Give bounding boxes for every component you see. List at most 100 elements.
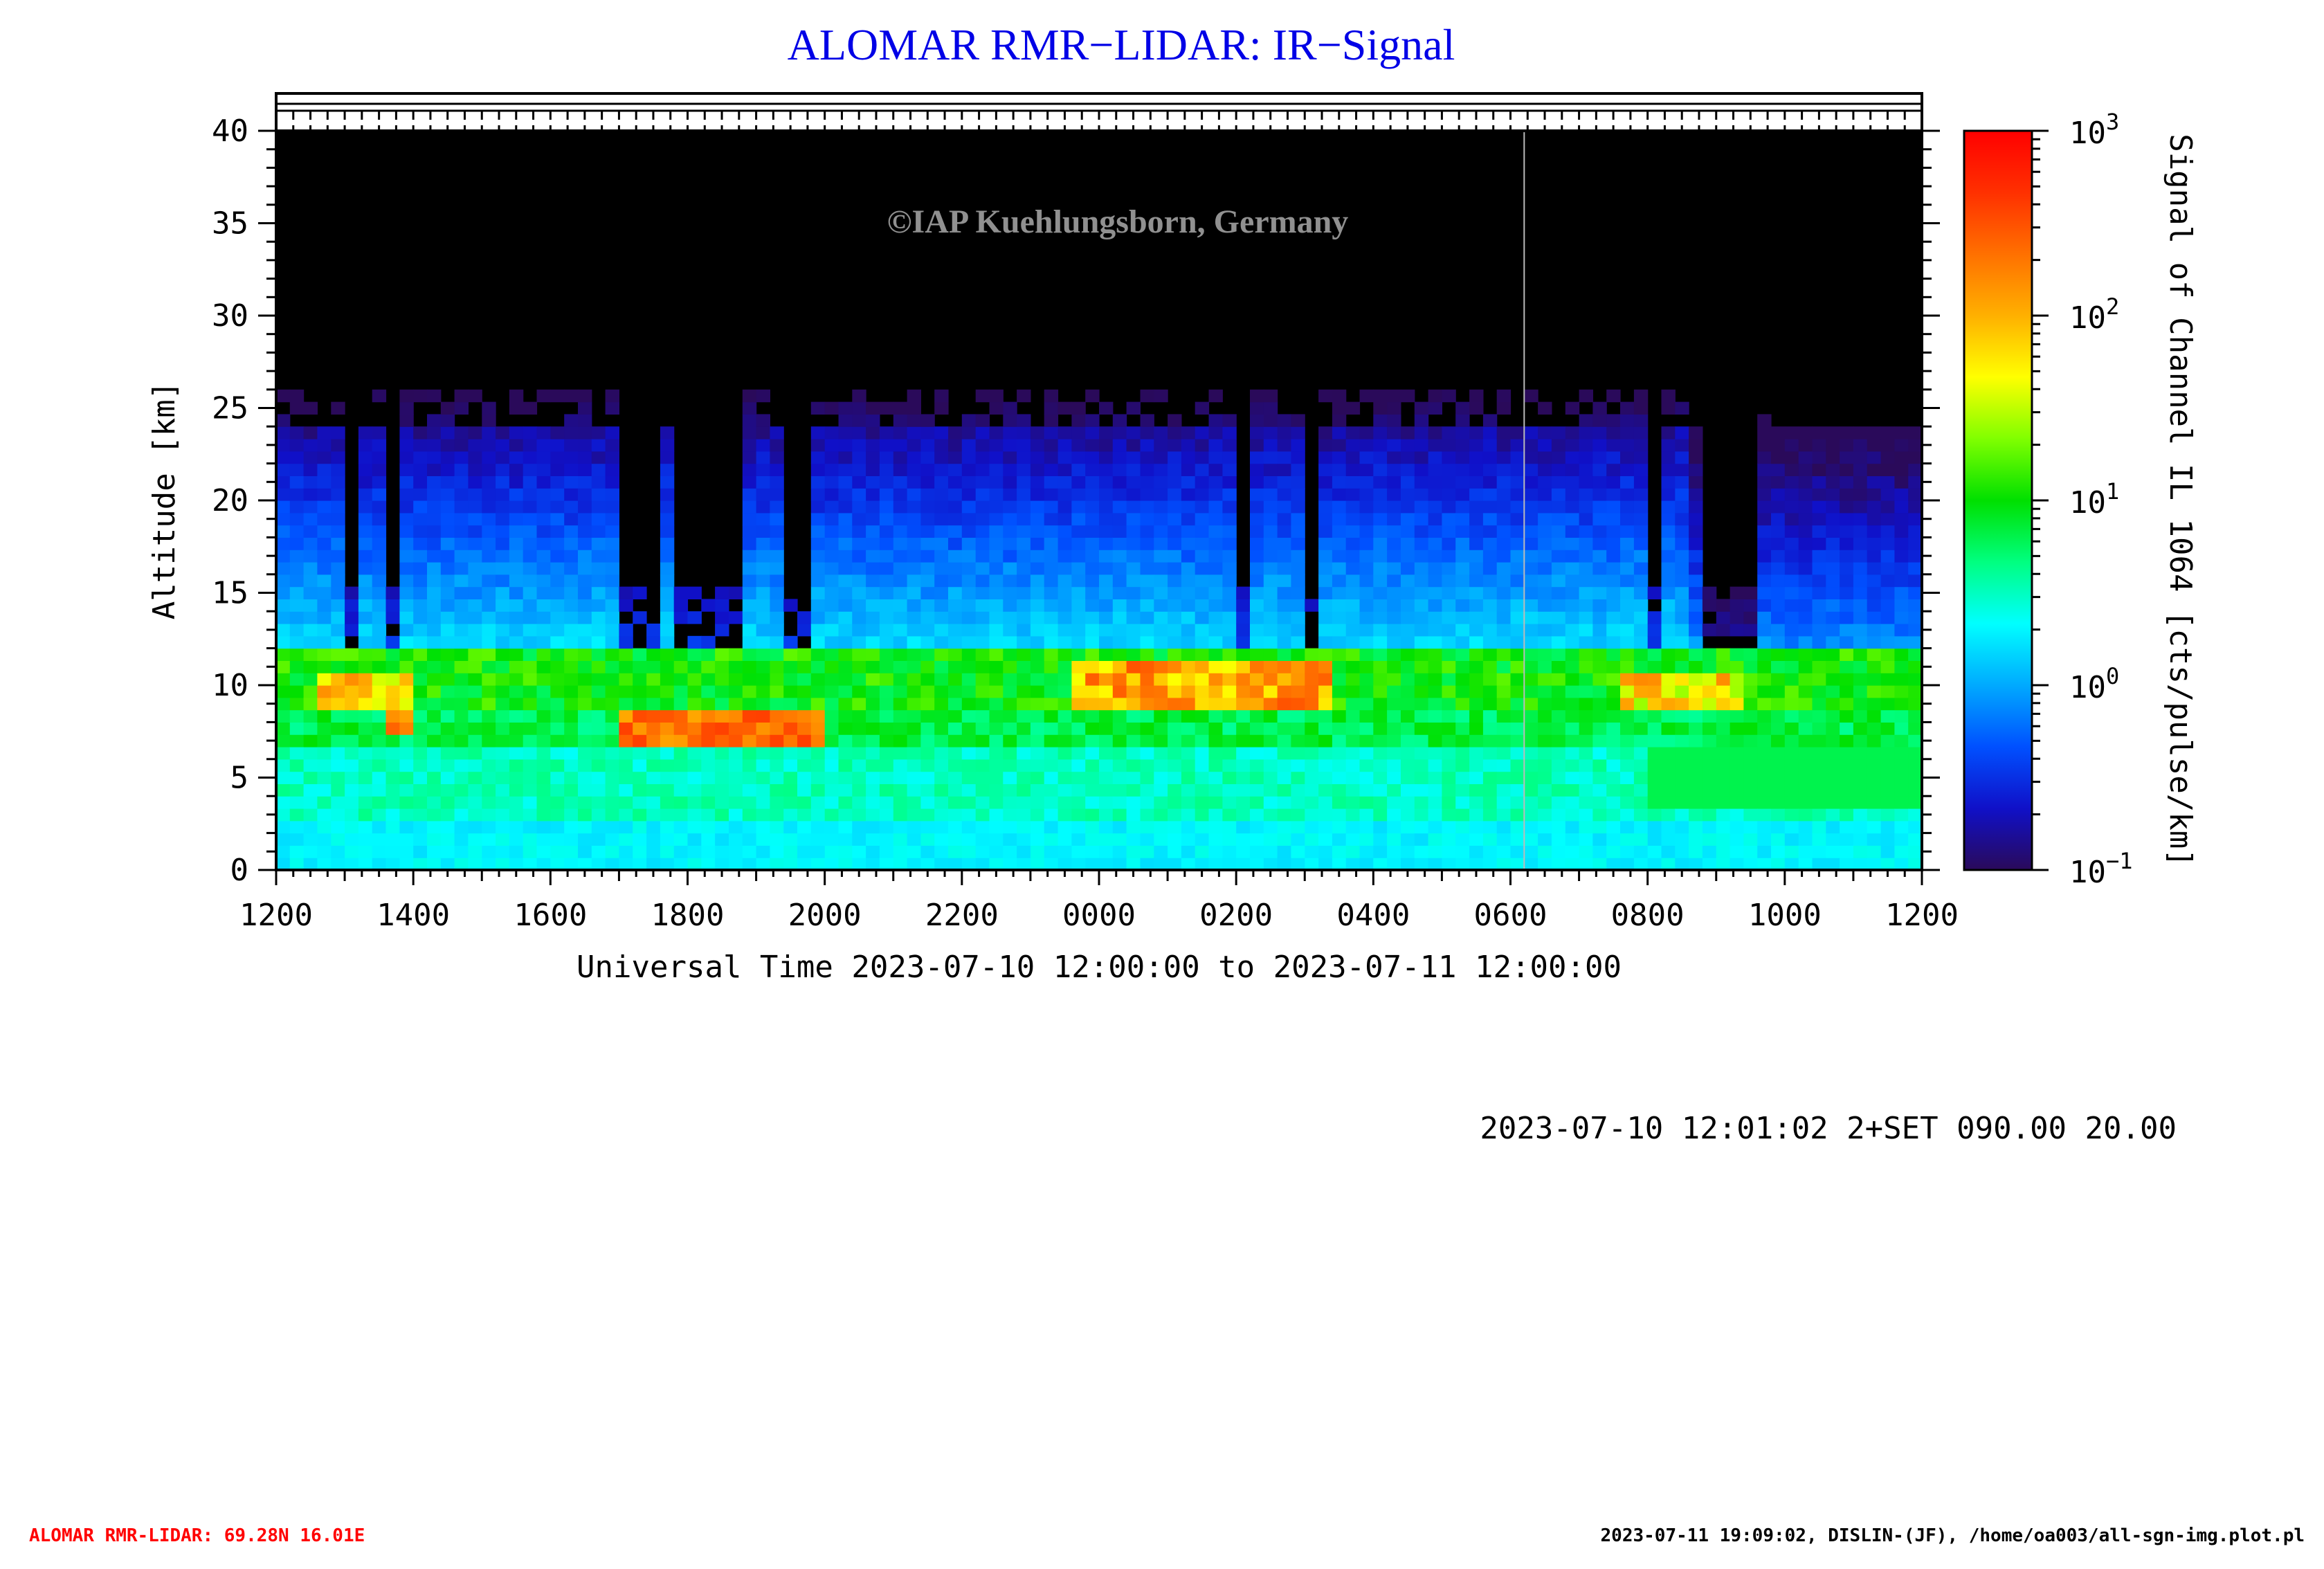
heatmap-cell: [1044, 660, 1059, 673]
heatmap-cell: [673, 709, 689, 723]
x-tick-label: 2200: [925, 898, 999, 933]
heatmap-cell: [1689, 500, 1703, 514]
heatmap-cell: [1812, 599, 1826, 612]
heatmap-cell: [934, 685, 949, 698]
heatmap-cell: [1181, 759, 1196, 772]
heatmap-cell: [1442, 808, 1456, 822]
heatmap-cell: [1620, 845, 1635, 858]
heatmap-cell: [1524, 611, 1538, 624]
heatmap-cell: [1757, 734, 1772, 747]
heatmap-cell: [1853, 611, 1868, 624]
heatmap-cell: [1880, 624, 1895, 637]
heatmap-cell: [413, 845, 428, 858]
heatmap-cell: [824, 488, 839, 501]
heatmap-cell: [934, 488, 949, 501]
heatmap-cell: [1579, 475, 1593, 489]
heatmap-cell: [564, 611, 579, 624]
heatmap-cell: [358, 709, 373, 723]
heatmap-cell: [1154, 845, 1168, 858]
heatmap-cell: [509, 463, 524, 476]
heatmap-cell: [783, 783, 798, 797]
heatmap-cell: [385, 783, 400, 797]
heatmap-cell: [1387, 401, 1401, 415]
heatmap-cell: [975, 500, 990, 514]
heatmap-cell: [1181, 512, 1196, 526]
heatmap-cell: [1099, 685, 1114, 698]
heatmap-cell: [852, 833, 866, 846]
heatmap-cell: [715, 845, 729, 858]
heatmap-cell: [317, 562, 332, 575]
heatmap-cell: [907, 722, 921, 735]
heatmap-cell: [1880, 463, 1895, 476]
heatmap-cell: [1689, 759, 1703, 772]
heatmap-cell: [934, 808, 949, 822]
heatmap-cell: [1675, 734, 1689, 747]
heatmap-cell: [399, 759, 414, 772]
heatmap-cell: [824, 599, 839, 612]
heatmap-cell: [331, 697, 345, 711]
heatmap-cell: [1469, 796, 1484, 809]
heatmap-cell: [1579, 512, 1593, 526]
heatmap-cell: [1538, 747, 1552, 760]
heatmap-cell: [1661, 500, 1676, 514]
heatmap-cell: [1510, 858, 1525, 870]
heatmap-cell: [1798, 783, 1813, 797]
heatmap-cell: [440, 624, 455, 637]
heatmap-cell: [372, 685, 387, 698]
heatmap-cell: [824, 574, 839, 588]
heatmap-cell: [1675, 550, 1689, 563]
heatmap-cell: [893, 660, 908, 673]
heatmap-cell: [1826, 635, 1840, 649]
heatmap-cell: [1592, 537, 1607, 550]
heatmap-cell: [1359, 820, 1374, 834]
heatmap-cell: [1867, 512, 1882, 526]
heatmap-cell: [1812, 808, 1826, 822]
heatmap-cell: [578, 401, 592, 415]
heatmap-cell: [1579, 611, 1593, 624]
heatmap-cell: [1784, 500, 1799, 514]
heatmap-cell: [1181, 451, 1196, 464]
heatmap-cell: [1332, 771, 1347, 784]
heatmap-cell: [1538, 574, 1552, 588]
heatmap-cell: [1236, 648, 1251, 661]
heatmap-cell: [509, 820, 524, 834]
heatmap-cell: [1387, 537, 1401, 550]
heatmap-cell: [1771, 537, 1786, 550]
heatmap-cell: [1181, 439, 1196, 452]
heatmap-cell: [454, 759, 469, 772]
heatmap-cell: [1826, 808, 1840, 822]
heatmap-cell: [1771, 463, 1786, 476]
heatmap-cell: [975, 709, 990, 723]
heatmap-cell: [1867, 697, 1882, 711]
heatmap-cell: [1414, 783, 1429, 797]
heatmap-cell: [1675, 858, 1689, 870]
heatmap-cell: [578, 624, 592, 637]
heatmap-cell: [1250, 574, 1264, 588]
heatmap-cell: [783, 648, 798, 661]
heatmap-cell: [1236, 611, 1251, 624]
heatmap-cell: [879, 808, 894, 822]
heatmap-cell: [948, 808, 963, 822]
heatmap-cell: [742, 808, 757, 822]
heatmap-cell: [1168, 451, 1182, 464]
heatmap-cell: [1428, 783, 1442, 797]
heatmap-cell: [578, 475, 592, 489]
heatmap-cell: [1263, 697, 1278, 711]
heatmap-cell: [564, 562, 579, 575]
colorbar-label: Signal of Channel IL 1064 [cts/pulse/km]: [2163, 134, 2198, 867]
heatmap-cell: [770, 537, 784, 550]
heatmap-cell: [1208, 512, 1223, 526]
heatmap-cell: [1455, 845, 1470, 858]
heatmap-cell: [756, 439, 770, 452]
heatmap-cell: [385, 759, 400, 772]
heatmap-cell: [1345, 401, 1361, 415]
heatmap-cell: [1071, 635, 1086, 649]
heatmap-cell: [358, 759, 373, 772]
heatmap-cell: [633, 734, 647, 747]
heatmap-cell: [550, 660, 565, 673]
heatmap-cell: [427, 624, 442, 637]
heatmap-cell: [1359, 808, 1374, 822]
heatmap-cell: [1057, 833, 1072, 846]
heatmap-cell: [1606, 512, 1621, 526]
heatmap-cell: [1318, 722, 1333, 735]
